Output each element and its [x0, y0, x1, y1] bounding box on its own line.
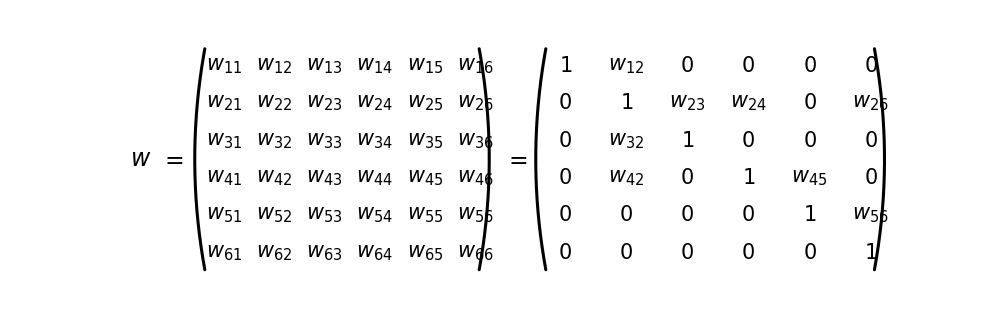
Text: $w_{21}$: $w_{21}$: [206, 93, 242, 113]
Text: $1$: $1$: [681, 131, 694, 151]
Text: $0$: $0$: [803, 93, 816, 113]
Text: $w_{45}$: $w_{45}$: [791, 168, 828, 188]
Text: $0$: $0$: [680, 243, 694, 263]
Text: $0$: $0$: [619, 243, 633, 263]
Text: $w_{35}$: $w_{35}$: [407, 131, 443, 151]
Text: $0$: $0$: [680, 168, 694, 188]
Text: $w_{66}$: $w_{66}$: [457, 243, 494, 263]
Text: $w_{31}$: $w_{31}$: [206, 131, 242, 151]
Text: $0$: $0$: [680, 56, 694, 76]
Text: $w_{11}$: $w_{11}$: [206, 56, 242, 76]
Text: $w_{62}$: $w_{62}$: [256, 243, 293, 263]
Text: $w_{32}$: $w_{32}$: [608, 131, 644, 151]
Text: $w_{23}$: $w_{23}$: [306, 93, 343, 113]
Text: $0$: $0$: [741, 243, 755, 263]
Text: $w_{26}$: $w_{26}$: [457, 93, 494, 113]
Text: $0$: $0$: [741, 206, 755, 225]
Text: $w_{61}$: $w_{61}$: [206, 243, 242, 263]
Text: $w_{53}$: $w_{53}$: [306, 206, 343, 225]
Text: $0$: $0$: [619, 206, 633, 225]
Text: $1$: $1$: [559, 56, 572, 76]
Text: $w$: $w$: [130, 147, 151, 171]
Text: $w_{42}$: $w_{42}$: [256, 168, 293, 188]
Text: $0$: $0$: [558, 243, 572, 263]
Text: $w_{33}$: $w_{33}$: [306, 131, 343, 151]
Text: $w_{14}$: $w_{14}$: [356, 56, 393, 76]
Text: $w_{24}$: $w_{24}$: [356, 93, 393, 113]
Text: $0$: $0$: [803, 56, 816, 76]
Text: $w_{16}$: $w_{16}$: [457, 56, 494, 76]
Text: $0$: $0$: [680, 206, 694, 225]
Text: $w_{45}$: $w_{45}$: [407, 168, 443, 188]
Text: $0$: $0$: [803, 131, 816, 151]
Text: $0$: $0$: [741, 56, 755, 76]
Text: $w_{56}$: $w_{56}$: [457, 206, 494, 225]
Text: $w_{22}$: $w_{22}$: [256, 93, 293, 113]
Text: $w_{15}$: $w_{15}$: [407, 56, 443, 76]
Text: $w_{32}$: $w_{32}$: [256, 131, 293, 151]
Text: $1$: $1$: [620, 93, 633, 113]
Text: $0$: $0$: [558, 168, 572, 188]
Text: $w_{41}$: $w_{41}$: [206, 168, 242, 188]
Text: $w_{13}$: $w_{13}$: [306, 56, 343, 76]
Text: $0$: $0$: [558, 206, 572, 225]
Text: $w_{12}$: $w_{12}$: [256, 56, 293, 76]
Text: $w_{51}$: $w_{51}$: [206, 206, 242, 225]
Text: $0$: $0$: [864, 131, 877, 151]
Text: $w_{63}$: $w_{63}$: [306, 243, 343, 263]
Text: $1$: $1$: [864, 243, 877, 263]
Text: $w_{24}$: $w_{24}$: [730, 93, 767, 113]
Text: $w_{42}$: $w_{42}$: [608, 168, 644, 188]
Text: $w_{54}$: $w_{54}$: [356, 206, 393, 225]
Text: $w_{26}$: $w_{26}$: [852, 93, 889, 113]
Text: $w_{55}$: $w_{55}$: [407, 206, 443, 225]
Text: $w_{25}$: $w_{25}$: [407, 93, 443, 113]
Text: $0$: $0$: [741, 131, 755, 151]
Text: $w_{56}$: $w_{56}$: [852, 206, 889, 225]
Text: $w_{12}$: $w_{12}$: [608, 56, 644, 76]
Text: $1$: $1$: [742, 168, 755, 188]
Text: $w_{52}$: $w_{52}$: [256, 206, 293, 225]
Text: $w_{23}$: $w_{23}$: [669, 93, 706, 113]
Text: $=$: $=$: [504, 147, 528, 171]
Text: $w_{36}$: $w_{36}$: [457, 131, 494, 151]
Text: $w_{64}$: $w_{64}$: [356, 243, 393, 263]
Text: $0$: $0$: [864, 168, 877, 188]
Text: $w_{34}$: $w_{34}$: [356, 131, 393, 151]
Text: $w_{46}$: $w_{46}$: [457, 168, 494, 188]
Text: $w_{43}$: $w_{43}$: [306, 168, 343, 188]
Text: $w_{44}$: $w_{44}$: [356, 168, 393, 188]
Text: $1$: $1$: [803, 206, 816, 225]
Text: $w_{65}$: $w_{65}$: [407, 243, 443, 263]
Text: $0$: $0$: [803, 243, 816, 263]
Text: $=$: $=$: [160, 147, 183, 171]
Text: $0$: $0$: [558, 93, 572, 113]
Text: $0$: $0$: [558, 131, 572, 151]
Text: $0$: $0$: [864, 56, 877, 76]
